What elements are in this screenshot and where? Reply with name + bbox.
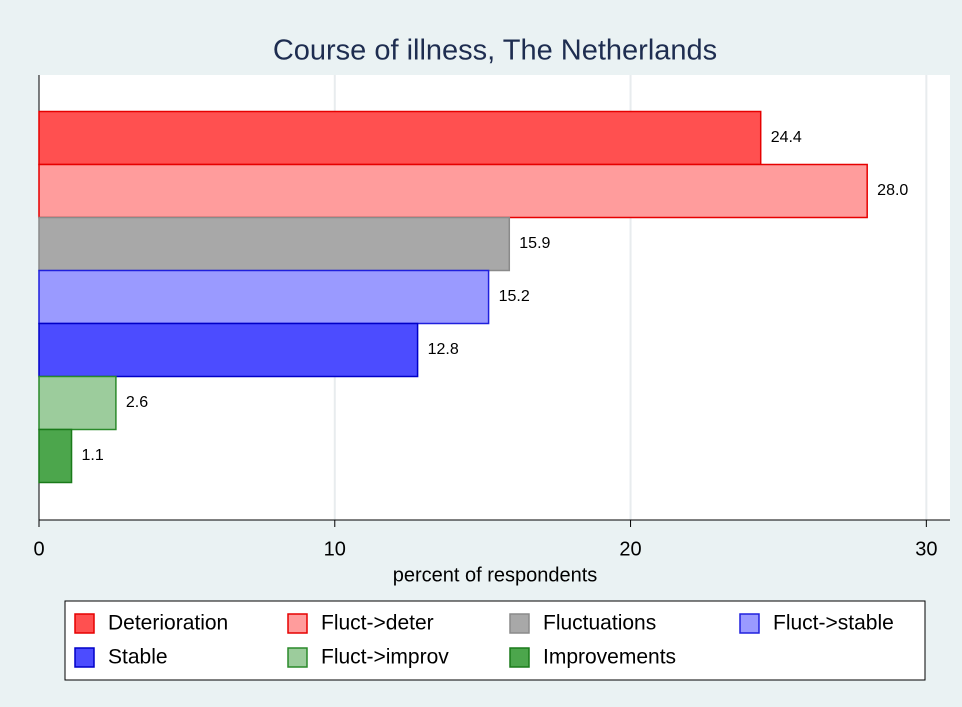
legend-swatch (74, 613, 95, 634)
value-label: 12.8 (428, 341, 459, 358)
legend-swatch (509, 613, 530, 634)
value-label: 1.1 (82, 447, 104, 464)
bar (38, 428, 73, 484)
x-tick-label: 20 (619, 538, 641, 560)
bar (38, 375, 117, 431)
legend-label: Improvements (543, 646, 676, 669)
legend-swatch (287, 647, 308, 668)
legend-swatch (509, 647, 530, 668)
legend-label: Stable (108, 646, 168, 669)
value-label: 24.4 (771, 129, 802, 146)
legend-label: Fluctuations (543, 612, 656, 635)
value-label: 2.6 (126, 394, 148, 411)
x-tick-label: 0 (33, 538, 44, 560)
bar (38, 322, 419, 378)
bar (38, 163, 868, 219)
legend-label: Fluct->improv (321, 646, 449, 669)
legend-swatch (287, 613, 308, 634)
legend-box (64, 600, 926, 681)
chart-title: Course of illness, The Netherlands (273, 35, 717, 67)
x-tick-label: 30 (915, 538, 937, 560)
value-label: 15.9 (519, 235, 550, 252)
x-tick-label: 10 (324, 538, 346, 560)
bar (38, 216, 511, 272)
x-axis-label: percent of respondents (393, 564, 598, 586)
legend-label: Fluct->stable (773, 612, 894, 635)
legend-label: Deterioration (108, 612, 228, 635)
bar (38, 269, 490, 325)
legend-swatch (74, 647, 95, 668)
bar (38, 110, 762, 166)
value-label: 15.2 (499, 288, 530, 305)
value-label: 28.0 (877, 182, 908, 199)
legend-swatch (739, 613, 760, 634)
legend-label: Fluct->deter (321, 612, 434, 635)
